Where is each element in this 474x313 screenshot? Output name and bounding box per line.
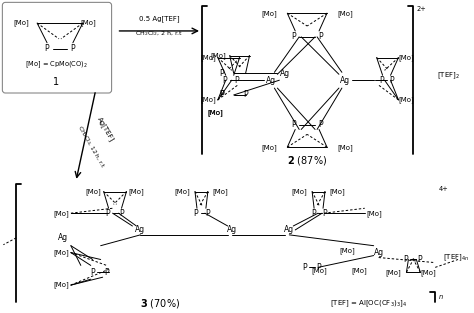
Text: P: P (206, 209, 210, 218)
Text: P: P (222, 76, 227, 85)
Text: [TEF] = Al[OC(CF$_3$)$_3$]$_4$: [TEF] = Al[OC(CF$_3$)$_3$]$_4$ (330, 299, 407, 309)
Text: [Mo]: [Mo] (337, 144, 353, 151)
Text: P: P (105, 209, 110, 218)
Text: [Mo]: [Mo] (339, 247, 355, 254)
Text: P: P (316, 263, 320, 272)
Text: [Mo]: [Mo] (351, 267, 367, 274)
Text: P: P (194, 209, 198, 218)
Text: [Mo]: [Mo] (128, 188, 144, 195)
Text: [Mo]: [Mo] (337, 10, 353, 17)
Text: P: P (403, 255, 408, 264)
Text: [Mo]: [Mo] (207, 109, 223, 116)
Text: 4+: 4+ (438, 186, 448, 192)
Text: [Mo]: [Mo] (53, 282, 69, 289)
Text: P: P (219, 90, 224, 100)
Text: [Mo]: [Mo] (53, 249, 69, 256)
FancyBboxPatch shape (2, 3, 111, 93)
Text: P: P (302, 263, 307, 272)
Text: [Mo]: [Mo] (367, 210, 383, 217)
Text: [Mo]: [Mo] (207, 109, 223, 116)
Text: [Mo]: [Mo] (13, 20, 29, 26)
Text: P: P (243, 90, 248, 100)
Text: P: P (291, 32, 296, 41)
Text: $\mathbf{2}$ (87%): $\mathbf{2}$ (87%) (287, 155, 327, 167)
Text: $n$: $n$ (438, 293, 444, 301)
Text: P: P (234, 76, 239, 85)
Text: P: P (323, 209, 328, 218)
Text: P: P (45, 44, 49, 53)
Text: Ag: Ag (135, 225, 146, 234)
Text: Ag: Ag (340, 76, 350, 85)
Text: P: P (71, 44, 75, 53)
Text: [Mo]: [Mo] (212, 188, 228, 195)
Text: P: P (219, 69, 224, 78)
Text: P: P (311, 209, 315, 218)
Text: CH$_2$Cl$_2$, 12 h, r.t: CH$_2$Cl$_2$, 12 h, r.t (75, 124, 107, 171)
Text: P: P (379, 76, 384, 85)
Text: [Mo] = CpMo(CO)$_2$: [Mo] = CpMo(CO)$_2$ (25, 59, 87, 70)
Text: 1: 1 (53, 77, 59, 87)
Text: [Mo]: [Mo] (200, 54, 216, 61)
Text: CH$_2$Cl$_2$, 2 h, r.t: CH$_2$Cl$_2$, 2 h, r.t (135, 29, 183, 38)
Text: [Mo]: [Mo] (262, 10, 277, 17)
Text: $\mathbf{3}$ (70%): $\mathbf{3}$ (70%) (140, 297, 181, 310)
Text: [Mo]: [Mo] (329, 188, 345, 195)
Text: Ag: Ag (374, 248, 383, 257)
Text: P: P (319, 120, 323, 129)
Text: [Mo]: [Mo] (80, 20, 96, 26)
Text: [Mo]: [Mo] (420, 269, 436, 276)
Text: [Mo]: [Mo] (262, 144, 277, 151)
Text: 0.5 Ag[TEF]: 0.5 Ag[TEF] (139, 16, 180, 23)
Text: [Mo]: [Mo] (311, 267, 327, 274)
Text: [TEF]$_{4n}$: [TEF]$_{4n}$ (443, 252, 469, 263)
Text: Ag: Ag (280, 69, 291, 78)
Text: P: P (104, 268, 109, 277)
Text: Ag: Ag (227, 225, 237, 234)
Text: Ag: Ag (284, 225, 294, 234)
Text: [Mo]: [Mo] (399, 54, 414, 61)
Text: [Mo]: [Mo] (210, 52, 226, 59)
Text: [Mo]: [Mo] (200, 96, 216, 103)
Text: P: P (389, 76, 394, 85)
Text: [Mo]: [Mo] (53, 210, 69, 217)
Text: [TEF]$_2$: [TEF]$_2$ (437, 70, 460, 80)
Text: P: P (291, 120, 296, 129)
Text: P: P (319, 32, 323, 41)
Text: [Mo]: [Mo] (174, 188, 190, 195)
Text: [Mo]: [Mo] (292, 188, 307, 195)
Text: P: P (91, 268, 95, 277)
Text: P: P (417, 255, 422, 264)
Text: P: P (219, 90, 224, 100)
Text: [Mo]: [Mo] (386, 269, 401, 276)
Text: 2+: 2+ (416, 6, 426, 12)
Text: Ag: Ag (266, 76, 276, 85)
Text: Ag[TEF]: Ag[TEF] (96, 116, 115, 143)
Text: Ag: Ag (58, 233, 68, 242)
Text: [Mo]: [Mo] (85, 188, 100, 195)
Text: [Mo]: [Mo] (399, 96, 414, 103)
Text: P: P (119, 209, 124, 218)
